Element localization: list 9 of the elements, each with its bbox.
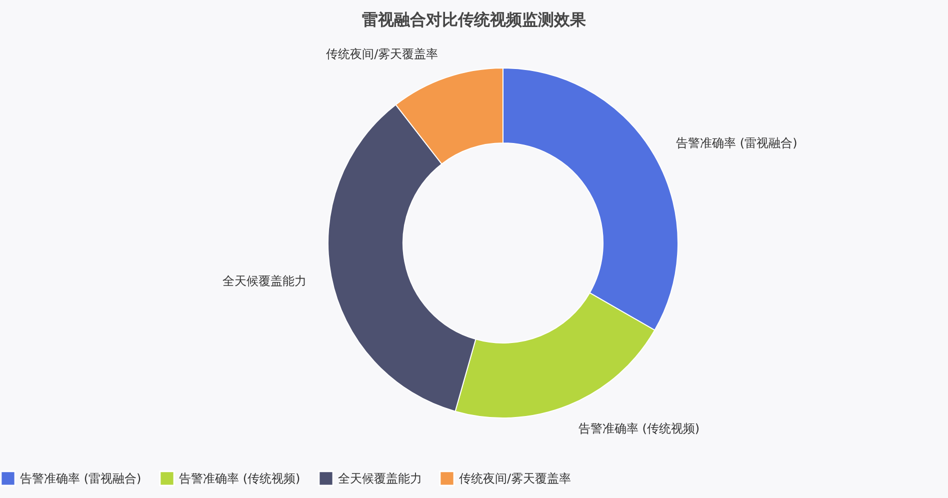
legend-label: 告警准确率 (传统视频)	[179, 471, 300, 486]
slice-label: 告警准确率 (传统视频)	[578, 421, 700, 436]
legend-label: 传统夜间/雾天覆盖率	[459, 471, 572, 486]
slice-label: 告警准确率 (雷视融合)	[676, 136, 798, 150]
slice-label: 传统夜间/雾天覆盖率	[326, 46, 438, 61]
chart-title: 雷视融合对比传统视频监测效果	[362, 10, 587, 29]
legend-label: 告警准确率 (雷视融合)	[20, 471, 142, 486]
legend-label: 全天候覆盖能力	[338, 471, 422, 486]
slice-label: 全天候覆盖能力	[222, 274, 307, 288]
